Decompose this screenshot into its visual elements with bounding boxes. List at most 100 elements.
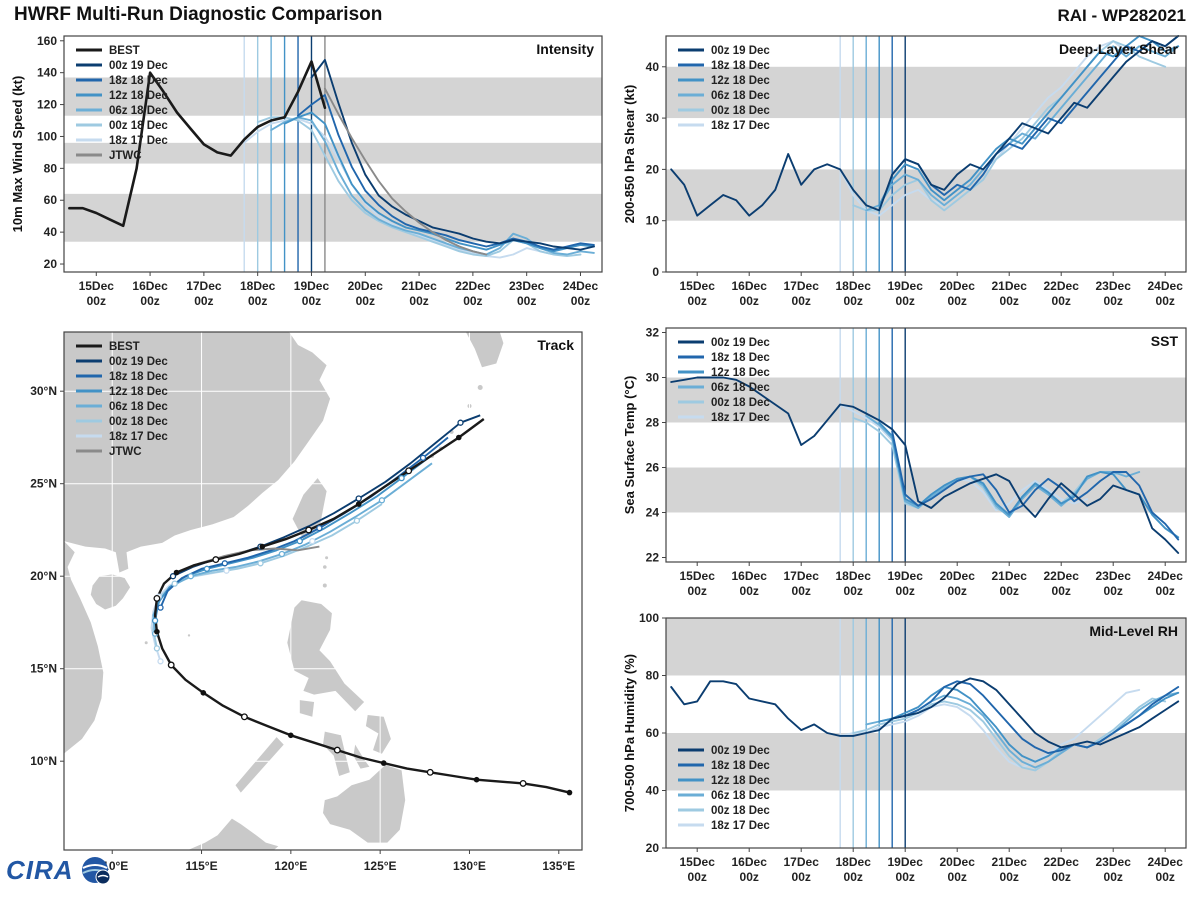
x-tick-label: 00z	[740, 870, 759, 884]
track-fix-point	[288, 732, 294, 739]
y-tick-label: 20	[44, 257, 58, 271]
x-tick-label: 00z	[896, 870, 915, 884]
series-line	[310, 58, 595, 251]
x-tick-label: 20Dec	[940, 569, 976, 583]
lon-tick-label: 125°E	[364, 859, 397, 873]
legend-label: 00z 18 Dec	[711, 397, 770, 409]
x-tick-label: 19Dec	[888, 569, 924, 583]
x-tick-label: 16Dec	[732, 569, 768, 583]
legend-label: 18z 18 Dec	[109, 75, 168, 87]
x-tick-label: 00z	[1052, 584, 1071, 598]
x-tick-label: 00z	[688, 584, 707, 598]
track-fix-point	[154, 628, 160, 635]
lat-tick-label: 30°N	[30, 384, 57, 398]
track-forecast-point	[296, 537, 303, 545]
x-tick-label: 22Dec	[1044, 279, 1080, 293]
track-forecast-point	[151, 617, 159, 624]
x-tick-label: 00z	[517, 294, 536, 308]
x-tick-label: 23Dec	[509, 279, 545, 293]
y-axis-label: Sea Surface Temp (°C)	[622, 376, 637, 515]
y-tick-label: 26	[646, 461, 660, 475]
x-tick-label: 20Dec	[940, 855, 976, 869]
legend-label: 18z 17 Dec	[109, 431, 168, 443]
track-forecast-point	[355, 495, 362, 502]
panel-title: Deep-Layer Shear	[1059, 41, 1179, 57]
series-line	[68, 60, 327, 228]
sst-chart: 22242628303215Dec00z16Dec00z17Dec00z18De…	[622, 326, 1187, 598]
y-tick-label: 20	[646, 162, 660, 176]
x-tick-label: 16Dec	[132, 279, 168, 293]
category-band	[666, 377, 1186, 423]
legend-label: BEST	[109, 45, 140, 57]
landmass	[287, 600, 365, 712]
legend-label: 00z 19 Dec	[711, 337, 770, 349]
legend-label: 00z 18 Dec	[711, 805, 770, 817]
legend-label: 18z 17 Dec	[109, 135, 168, 147]
landmass	[90, 574, 131, 610]
legend-label: 00z 18 Dec	[109, 120, 168, 132]
legend-label: 18z 18 Dec	[711, 760, 770, 772]
track-forecast-point	[457, 419, 464, 426]
storm-track	[154, 457, 429, 621]
legend-label: 06z 18 Dec	[109, 401, 168, 413]
lon-tick-label: 115°E	[185, 859, 217, 873]
category-band	[64, 142, 602, 164]
x-tick-label: 00z	[740, 584, 759, 598]
series-line	[865, 45, 1180, 212]
x-tick-label: 00z	[1000, 870, 1019, 884]
island	[187, 634, 191, 637]
track-panel: 10°N 15°N 20°N 25°N 30°N 110°E 115°E 120°E 125°E…	[8, 326, 612, 897]
legend-label: JTWC	[109, 150, 142, 162]
y-tick-label: 60	[44, 193, 58, 207]
landmass	[465, 332, 504, 368]
x-tick-label: 17Dec	[784, 279, 820, 293]
landmass	[323, 731, 350, 776]
x-tick-label: 00z	[844, 870, 863, 884]
cira-logo: CIRA	[6, 852, 113, 888]
legend-label: 18z 18 Dec	[109, 371, 168, 383]
track-forecast-point	[309, 537, 316, 545]
track-forecast-point	[187, 573, 194, 580]
track-forecast-point	[171, 580, 178, 587]
track-fix-point	[473, 776, 480, 783]
x-tick-label: 00z	[409, 294, 428, 308]
x-tick-label: 17Dec	[186, 279, 222, 293]
y-tick-label: 30	[646, 111, 660, 125]
x-tick-label: 00z	[248, 294, 267, 308]
series-line	[323, 87, 488, 256]
y-tick-label: 24	[646, 506, 660, 520]
track-fix-point	[456, 434, 462, 441]
series-line	[852, 697, 1167, 772]
legend-label: 18z 18 Dec	[711, 60, 770, 72]
x-tick-label: 16Dec	[732, 855, 768, 869]
lat-tick-label: 10°N	[30, 754, 57, 768]
y-tick-label: 140	[37, 66, 57, 80]
x-tick-label: 00z	[302, 294, 321, 308]
sst-panel: 22 24 26 28 30 32 15Dec 00z 16Dec 00z 17Dec 00z 18De…	[620, 322, 1194, 617]
x-tick-label: 19Dec	[888, 855, 924, 869]
legend-label: 00z 19 Dec	[711, 745, 770, 757]
legend-label: 06z 18 Dec	[711, 90, 770, 102]
x-tick-label: 19Dec	[888, 279, 924, 293]
x-tick-label: 23Dec	[1096, 855, 1132, 869]
y-tick-label: 160	[37, 34, 57, 48]
track-fix-point	[355, 501, 362, 507]
series-line	[839, 403, 1089, 512]
series-line	[878, 35, 1180, 207]
y-tick-label: 22	[646, 551, 660, 565]
y-tick-label: 60	[646, 726, 660, 740]
track-fix-point	[240, 713, 248, 721]
legend-label: 00z 18 Dec	[711, 105, 770, 117]
y-tick-label: 120	[37, 98, 57, 112]
x-tick-label: 21Dec	[401, 279, 437, 293]
legend-label: 06z 18 Dec	[109, 105, 168, 117]
x-tick-label: 16Dec	[732, 279, 768, 293]
intensity-panel: 20 40 60 80 100 120 140 160 15Dec 00z 16Dec 00z 17De…	[8, 30, 612, 327]
track-forecast-point	[157, 604, 164, 611]
y-axis-label: 10m Max Wind Speed (kt)	[10, 76, 25, 233]
intensity-chart: 2040608010012014016015Dec00z16Dec00z17De…	[10, 34, 603, 308]
x-tick-label: 00z	[792, 870, 811, 884]
y-tick-label: 40	[646, 784, 660, 798]
y-tick-label: 32	[646, 326, 660, 340]
panel-title: SST	[1151, 333, 1179, 349]
